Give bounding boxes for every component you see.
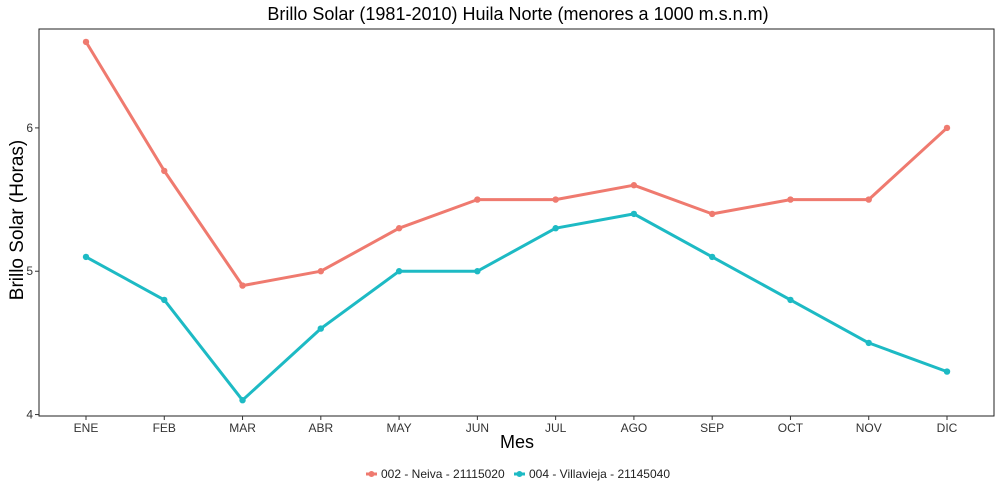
chart-title: Brillo Solar (1981-2010) Huila Norte (me… [267,4,768,24]
data-point [317,268,325,275]
series-layer [82,38,951,404]
x-tick-label: JUN [466,421,489,435]
data-point [552,225,559,232]
data-point [161,296,168,304]
y-tick-label: 5 [26,264,33,278]
x-tick-label: ABR [308,421,333,435]
x-tick-label: JUL [545,421,567,435]
data-point [943,124,951,132]
y-tick-label: 6 [26,121,33,135]
data-point [395,225,403,232]
data-point [552,196,559,203]
legend-label: 002 - Neiva - 21115020 [381,467,505,481]
x-tick-label: SEP [700,421,724,435]
data-point [239,397,246,404]
legend-label: 004 - Villavieja - 21145040 [529,467,670,481]
data-point [395,268,403,275]
data-point [82,253,90,261]
data-point [630,182,638,189]
data-point [161,167,168,175]
data-point [474,268,481,275]
data-point [82,38,90,46]
data-point [787,296,794,304]
x-tick-label: NOV [856,421,882,435]
legend: 002 - Neiva - 21115020 004 - Villavieja -… [366,467,670,481]
data-point [865,196,872,203]
x-tick-label: ENE [74,421,99,435]
series-line-1 [84,40,949,288]
y-axis: 4 5 6 [26,121,39,422]
x-axis-title: Mes [500,432,534,452]
data-point [787,196,794,203]
plot-panel [38,28,995,417]
x-tick-label: DIC [937,421,958,435]
x-tick-label: OCT [778,421,804,435]
x-tick-label: MAR [229,421,256,435]
data-point [708,253,716,261]
x-tick-label: MAY [387,421,412,435]
data-point [865,339,872,347]
y-axis-title: Brillo Solar (Horas) [7,140,28,300]
legend-key-point [368,471,375,477]
x-tick-label: FEB [153,421,176,435]
y-tick-label: 4 [26,408,33,422]
legend-key-point [516,471,523,477]
data-point [317,325,325,332]
data-point [630,210,638,218]
series-line-2 [84,212,949,402]
x-tick-label: AGO [621,421,648,435]
data-point [943,368,951,375]
data-point [708,210,716,218]
data-point [239,282,246,289]
data-point [474,196,481,203]
x-axis: ENE FEB MAR ABR MAY JUN JUL AGO SEP OCT NOV DIC [74,416,958,435]
